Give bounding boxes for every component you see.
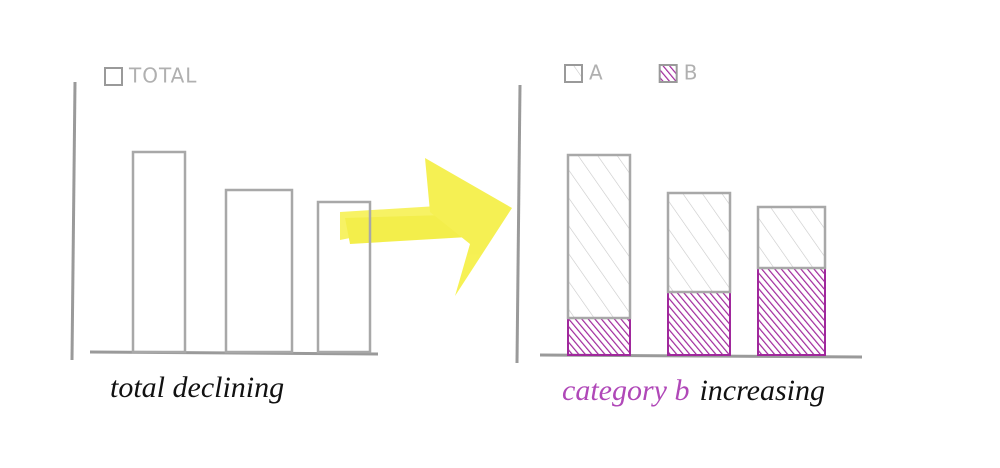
bar [566,153,632,320]
caption: increasing [699,374,825,407]
y-axis [515,84,522,364]
caption: category b [562,374,689,407]
legend-swatch [104,67,123,86]
bar [666,191,732,294]
caption: total declining [110,371,284,404]
bar [757,267,826,356]
transition-arrow [340,158,512,296]
legend-swatch [564,64,583,83]
y-axis [70,81,77,361]
bar [567,317,631,356]
bar [224,188,294,354]
legend-swatch [658,64,678,83]
bar [131,150,187,354]
bar [756,205,827,270]
legend-label: TOTAL [128,64,197,88]
bar [667,291,731,356]
legend-label: B [684,61,699,85]
legend-label: A [589,61,604,85]
bar [316,200,372,354]
